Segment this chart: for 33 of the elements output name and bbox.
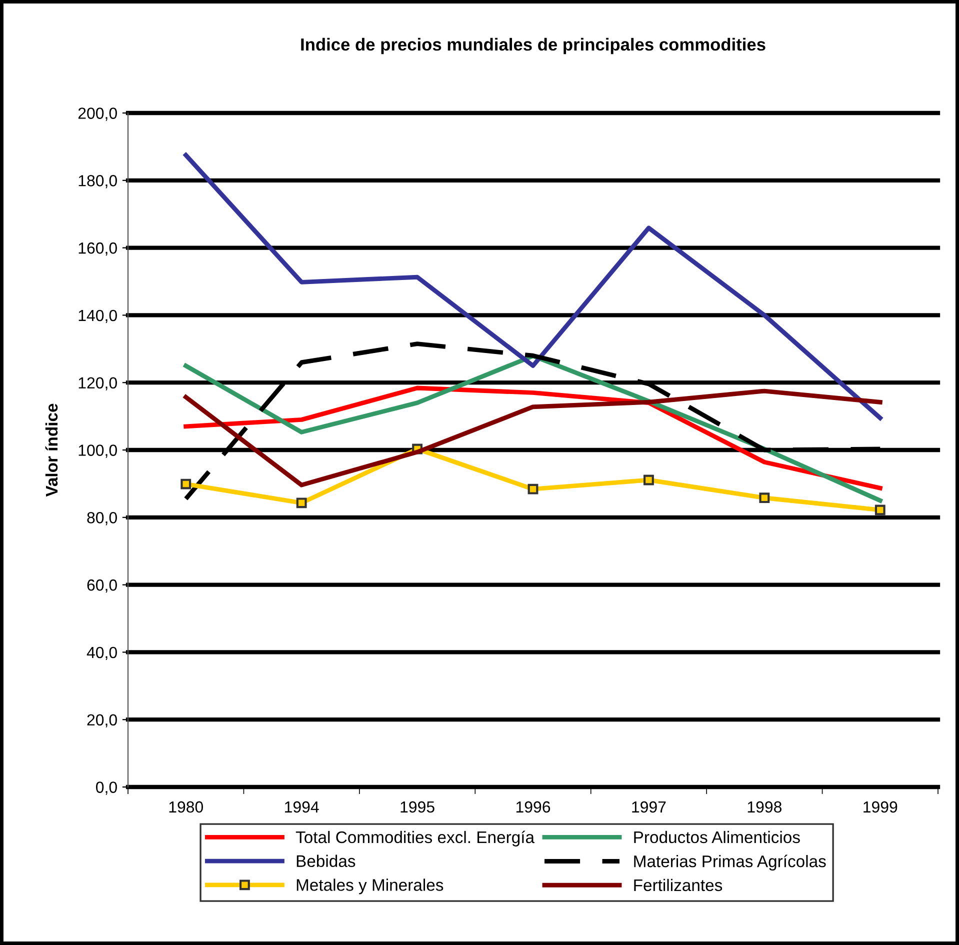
y-tick-label: 80,0 — [87, 512, 117, 526]
y-tick-label: 200,0 — [78, 108, 117, 121]
legend-label: Bebidas — [296, 854, 356, 868]
x-tick-label: 1980 — [169, 801, 203, 813]
x-tick-label: 1999 — [864, 801, 898, 813]
y-tick-label: 160,0 — [78, 242, 117, 256]
y-tick-label: 140,0 — [78, 310, 117, 324]
legend-label: Materias Primas Agrícolas — [634, 854, 826, 871]
y-axis-title: Valor índice — [45, 404, 58, 497]
y-tick-label: 100,0 — [78, 444, 117, 458]
x-tick-label: 1997 — [632, 801, 666, 813]
legend-label: Total Commodities excl. Energía — [296, 830, 535, 846]
x-tick-label: 1998 — [748, 801, 782, 813]
y-tick-label: 60,0 — [87, 579, 117, 593]
y-tick-label: 180,0 — [78, 175, 117, 188]
point — [180, 478, 192, 490]
legend-label: Productos Alimenticios — [634, 830, 800, 844]
chart-title: Indice de precios mundiales de principales commodities — [301, 38, 766, 54]
x-tick-label: 1994 — [285, 801, 319, 813]
y-tick-label: 0,0 — [96, 782, 117, 795]
x-tick-label: 1995 — [400, 801, 434, 813]
x-tick-label: 1996 — [516, 801, 550, 813]
legend-label: Fertilizantes — [634, 878, 722, 892]
point — [644, 474, 654, 486]
point — [296, 498, 307, 508]
line-series — [184, 152, 882, 420]
point — [528, 484, 538, 494]
y-tick-label: 20,0 — [87, 714, 117, 728]
y-tick-label: 40,0 — [86, 646, 117, 660]
point — [874, 504, 886, 516]
y-tick-label: 120,0 — [78, 377, 117, 390]
point — [759, 492, 770, 504]
legend-label: Metales y Minerales — [296, 878, 444, 894]
